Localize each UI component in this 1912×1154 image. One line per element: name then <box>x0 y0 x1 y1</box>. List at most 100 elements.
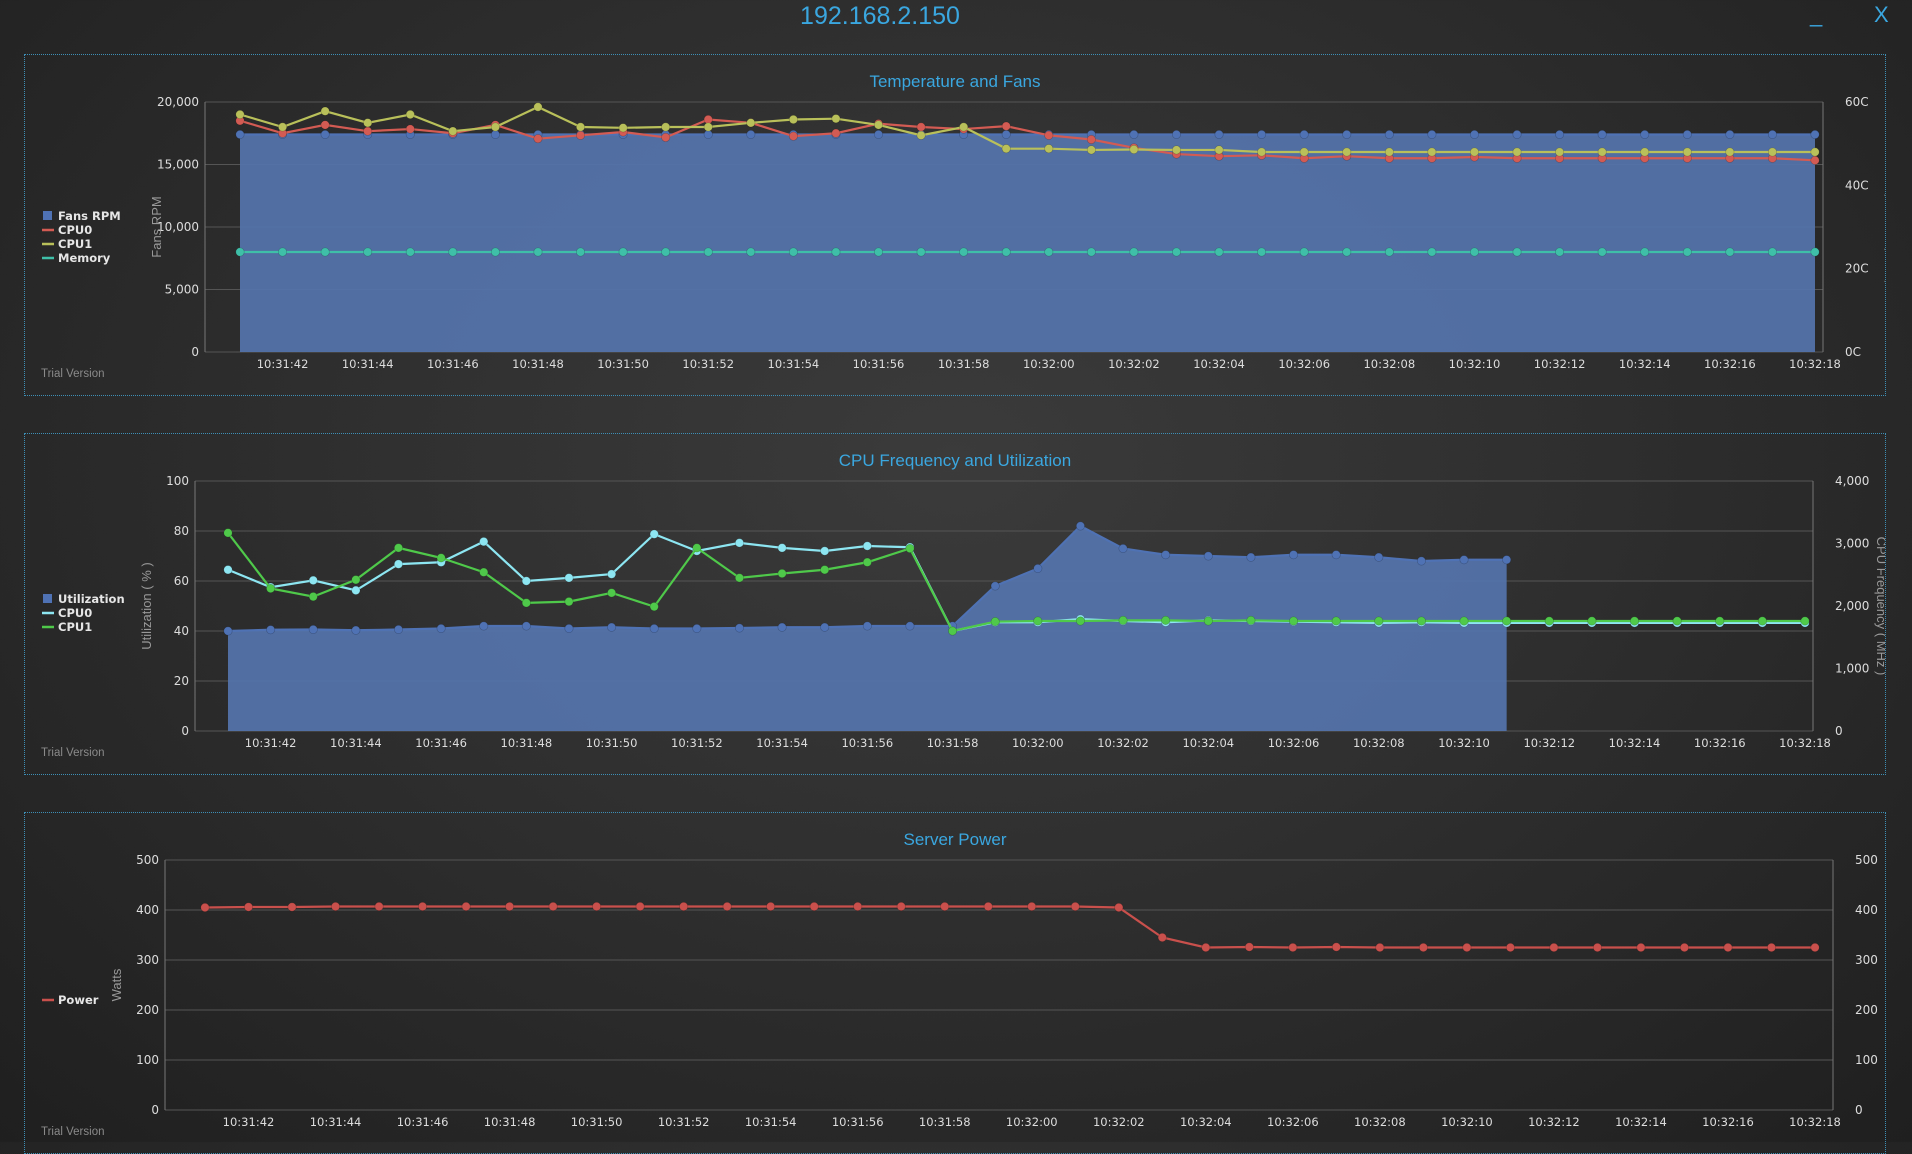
series-fans-rpm-point <box>1299 130 1309 140</box>
x-tick-label: 10:32:02 <box>1108 357 1160 371</box>
x-tick-label: 10:31:44 <box>342 357 394 371</box>
y-tick-label: 400 <box>136 903 159 917</box>
series-cpu0-point <box>320 120 330 130</box>
y-right-tick-label: 400 <box>1855 903 1878 917</box>
series-cpu1-point <box>223 528 233 538</box>
series-cpu1-point <box>393 543 403 553</box>
series-power-point <box>1027 902 1037 912</box>
series-cpu0-point <box>1044 130 1054 140</box>
legend-item-cpu1: CPU1 <box>58 237 92 251</box>
x-tick-label: 10:32:04 <box>1180 1115 1232 1129</box>
y-axis-title: Fans RPM <box>149 196 164 257</box>
series-cpu1-point <box>1075 616 1085 626</box>
series-utilization-point <box>1118 544 1128 554</box>
series-power-point <box>1505 943 1515 953</box>
x-tick-label: 10:32:06 <box>1268 736 1320 750</box>
series-cpu1-point <box>436 553 446 563</box>
x-tick-label: 10:32:00 <box>1012 736 1064 750</box>
series-utilization-point <box>990 581 1000 591</box>
series-power-point <box>592 902 602 912</box>
legend-item-fans-rpm: Fans RPM <box>58 209 121 223</box>
series-memory-point <box>1214 247 1224 257</box>
series-utilization-point <box>479 621 489 631</box>
trial-watermark: Trial Version <box>41 1126 105 1138</box>
y-tick-label: 10,000 <box>157 220 199 234</box>
series-cpu1-point <box>862 557 872 567</box>
series-cpu0-point <box>223 565 233 575</box>
series-cpu1-point <box>564 597 574 607</box>
close-button[interactable]: X <box>1874 2 1889 27</box>
series-power-point <box>940 902 950 912</box>
legend-swatch-fans-rpm <box>43 211 52 220</box>
series-utilization-point <box>820 622 830 632</box>
series-fans-rpm-point <box>1214 130 1224 140</box>
y-right-tick-label: 2,000 <box>1835 599 1869 613</box>
series-utilization-point <box>1459 555 1469 565</box>
series-fans-rpm-point <box>746 130 756 140</box>
series-power-point <box>244 902 254 912</box>
series-memory-point <box>1767 247 1777 257</box>
series-cpu1-point <box>363 118 373 128</box>
legend-item-cpu0: CPU0 <box>58 606 92 620</box>
series-cpu0-line <box>239 118 1816 162</box>
series-power-point <box>200 903 210 913</box>
minimize-button[interactable]: _ <box>1810 2 1823 27</box>
server-power-chart: Server Power 0 100 200 300 400 500 0 100 200 300 40… <box>41 830 1878 1138</box>
series-power-point <box>722 902 732 912</box>
panel-cpu-frequency-utilization: CPU Frequency and Utilization 0 20 40 60 80 10… <box>24 433 1886 775</box>
series-utilization-point <box>1246 552 1256 562</box>
series-utilization-point <box>1374 552 1384 562</box>
series-cpu1-point <box>1715 616 1725 626</box>
series-power-point <box>1157 933 1167 943</box>
series-cpu0-point <box>916 122 926 132</box>
series-cpu1-point <box>1800 616 1810 626</box>
series-memory-point <box>1086 247 1096 257</box>
y-tick-label: 0 <box>151 1103 159 1117</box>
series-power-point <box>287 902 297 912</box>
series-cpu0-point <box>788 131 798 141</box>
series-cpu1-point <box>1086 145 1096 155</box>
series-cpu1-point <box>1044 144 1054 154</box>
series-power-point <box>418 902 428 912</box>
series-cpu1-point <box>948 626 958 636</box>
series-utilization-point <box>777 622 787 632</box>
x-tick-label: 10:31:50 <box>571 1115 623 1129</box>
series-cpu0-point <box>777 543 787 553</box>
series-power-point <box>1201 943 1211 953</box>
legend-item-utilization: Utilization <box>58 592 125 606</box>
x-tick-label: 10:31:52 <box>671 736 723 750</box>
y-right-tick-label: 20C <box>1845 262 1869 276</box>
cpu-frequency-utilization-chart: CPU Frequency and Utilization 0 20 40 60 80 10… <box>41 451 1885 759</box>
x-tick-label: 10:31:58 <box>927 736 979 750</box>
chart-title: CPU Frequency and Utilization <box>839 451 1071 470</box>
legend-item-cpu1: CPU1 <box>58 620 92 634</box>
series-cpu1-point <box>788 114 798 124</box>
series-fans-rpm-point <box>320 130 330 140</box>
y-tick-label: 80 <box>174 524 189 538</box>
series-utilization-point <box>1203 551 1213 561</box>
y-tick-label: 20 <box>174 674 189 688</box>
legend-item-memory: Memory <box>58 251 111 265</box>
series-cpu1-point <box>1289 616 1299 626</box>
series-fans-rpm-point <box>1427 130 1437 140</box>
series-memory-point <box>1555 247 1565 257</box>
y-axis-title: Utilization ( % ) <box>139 562 154 649</box>
series-cpu1-point <box>235 109 245 119</box>
series-fans-rpm-point <box>1555 130 1565 140</box>
y-tick-label: 200 <box>136 1003 159 1017</box>
series-memory-point <box>1257 247 1267 257</box>
x-tick-label: 10:31:42 <box>245 736 297 750</box>
series-cpu1-point <box>405 109 415 119</box>
series-cpu0-point <box>576 130 586 140</box>
series-cpu1-point <box>1810 147 1820 157</box>
series-cpu0-point <box>351 585 361 595</box>
series-power-point <box>809 902 819 912</box>
y-tick-label: 100 <box>166 474 189 488</box>
series-fans-rpm-point <box>1129 130 1139 140</box>
y-tick-label: 15,000 <box>157 158 199 172</box>
series-memory-point <box>1044 247 1054 257</box>
chart-title: Temperature and Fans <box>869 72 1040 91</box>
series-cpu1-point <box>1555 147 1565 157</box>
series-fans-rpm-point <box>1725 130 1735 140</box>
series-memory-point <box>1299 247 1309 257</box>
